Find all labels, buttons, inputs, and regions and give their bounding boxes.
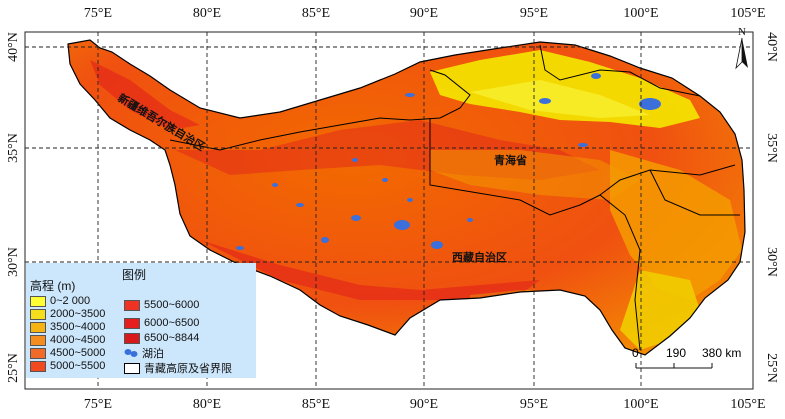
legend-class-3: 4000~4500: [30, 334, 105, 346]
province-boundaries: [169, 44, 740, 351]
tick-bottom-95: 95°E: [520, 397, 548, 412]
left-axis-labels: 40°N 35°N 30°N 25°N: [6, 32, 21, 383]
legend-class-1: 2000~3500: [30, 308, 105, 320]
tick-bottom-80: 80°E: [193, 397, 221, 412]
tick-right-35: 35°N: [764, 133, 779, 163]
legend-class-label-8: 6500~8844: [144, 332, 200, 344]
swatch-8: [124, 332, 140, 344]
tick-bottom-75: 75°E: [84, 397, 112, 412]
legend-class-label-4: 4500~5000: [50, 347, 106, 359]
tick-top-100: 100°E: [623, 6, 658, 21]
tick-right-40: 40°N: [764, 32, 779, 62]
lakes-layer: [236, 73, 661, 250]
legend-boundary-label: 青藏高原及省界限: [144, 363, 232, 375]
legend-class-label-1: 2000~3500: [50, 308, 106, 320]
legend-title: 图例: [122, 268, 147, 282]
lake-icon: [124, 348, 138, 358]
north-arrow-icon: N: [735, 26, 748, 70]
tick-left-35: 35°N: [6, 133, 21, 163]
tick-top-75: 75°E: [84, 6, 112, 21]
tick-bottom-90: 90°E: [410, 397, 438, 412]
label-qinghai: 青海省: [494, 153, 527, 167]
swatch-7: [124, 317, 140, 329]
right-axis-labels: 40°N 35°N 30°N 25°N: [764, 32, 779, 383]
swatch-1: [30, 308, 46, 320]
bottom-axis-labels: 75°E 80°E 85°E 90°E 95°E 100°E 105°E: [84, 397, 766, 412]
tick-left-25: 25°N: [6, 353, 21, 383]
tick-right-30: 30°N: [764, 247, 779, 277]
tick-top-80: 80°E: [193, 6, 221, 21]
legend-lake: 湖泊: [124, 347, 164, 360]
boundary-swatch: [124, 362, 140, 374]
label-xizang: 西藏自治区: [452, 250, 507, 264]
legend-class-label-5: 5000~5500: [50, 360, 106, 372]
tick-bottom-85: 85°E: [302, 397, 330, 412]
tick-top-85: 85°E: [302, 6, 330, 21]
legend-class-4: 4500~5000: [30, 347, 105, 359]
legend-class-label-2: 3500~4000: [50, 321, 106, 333]
swatch-6: [124, 299, 140, 311]
swatch-5: [30, 360, 46, 372]
tick-top-90: 90°E: [410, 6, 438, 21]
legend-class-2: 3500~4000: [30, 321, 105, 333]
legend-box: 高程 (m) 图例 0~2 000 2000~3500 3500~4000 40…: [26, 263, 256, 378]
north-arrow: N: [734, 24, 750, 70]
tick-left-30: 30°N: [6, 247, 21, 277]
scale-bar-graphic: [635, 363, 713, 369]
legend-class-0: 0~2 000: [30, 295, 90, 307]
legend-boundary: 青藏高原及省界限: [124, 362, 232, 375]
swatch-4: [30, 347, 46, 359]
legend-class-6: 5500~6000: [124, 299, 199, 311]
scale-tick-380: 380 km: [702, 346, 742, 360]
tick-bottom-100: 100°E: [623, 397, 658, 412]
legend-class-5: 5000~5500: [30, 360, 105, 372]
swatch-0: [30, 295, 46, 307]
legend-class-label-3: 4000~4500: [50, 334, 106, 346]
scale-tick-0: 0: [632, 346, 639, 360]
top-axis-labels: 75°E 80°E 85°E 90°E 95°E 100°E 105°E: [84, 6, 766, 21]
tick-left-40: 40°N: [6, 32, 21, 62]
legend-elevation-title: 高程 (m): [30, 279, 76, 293]
tick-top-95: 95°E: [520, 6, 548, 21]
legend-class-7: 6000~6500: [124, 317, 199, 329]
legend-class-label-7: 6000~6500: [144, 317, 200, 329]
swatch-2: [30, 321, 46, 333]
scale-bar: 0 190 380 km: [622, 344, 752, 374]
tick-top-105: 105°E: [730, 6, 765, 21]
legend-class-label-6: 5500~6000: [144, 299, 200, 311]
north-label: N: [738, 26, 746, 38]
tick-right-25: 25°N: [764, 353, 779, 383]
tick-bottom-105: 105°E: [730, 397, 765, 412]
swatch-3: [30, 334, 46, 346]
legend-class-8: 6500~8844: [124, 332, 199, 344]
scale-tick-190: 190: [666, 346, 687, 360]
legend-lake-label: 湖泊: [142, 348, 164, 360]
legend-class-label-0: 0~2 000: [50, 295, 91, 307]
